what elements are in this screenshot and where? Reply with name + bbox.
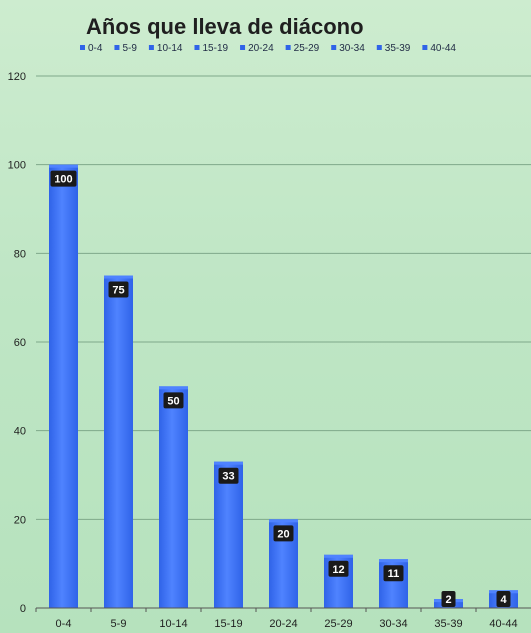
bar-15-19 bbox=[214, 461, 243, 608]
bars: 100 75 50 33 20 12 11 2 4 bbox=[49, 164, 518, 608]
data-label-box bbox=[328, 560, 349, 577]
legend-entry: 15-19 bbox=[202, 43, 228, 54]
data-label: 50 bbox=[167, 395, 179, 407]
y-tick-label: 40 bbox=[14, 426, 26, 438]
legend-entry: 10-14 bbox=[157, 43, 183, 54]
legend-entry: 0-4 bbox=[88, 43, 103, 54]
x-tick-label: 30-34 bbox=[379, 618, 407, 630]
x-axis-ticks: 0-4 5-9 10-14 15-19 20-24 25-29 30-34 35-39 40-4… bbox=[35, 608, 518, 630]
y-tick-label: 100 bbox=[8, 160, 26, 172]
y-axis-ticks: 0 20 40 60 80 100 120 bbox=[8, 71, 26, 615]
bar-cap bbox=[269, 519, 298, 523]
legend-entry: 5-9 bbox=[122, 43, 137, 54]
x-tick-label: 15-19 bbox=[214, 618, 242, 630]
legend-entry: 25-29 bbox=[294, 43, 320, 54]
y-tick-label: 120 bbox=[8, 71, 26, 83]
data-label-box bbox=[163, 392, 184, 409]
legend-swatch bbox=[285, 45, 291, 50]
data-label: 12 bbox=[332, 564, 344, 576]
data-label: 33 bbox=[222, 471, 234, 483]
x-tick-label: 5-9 bbox=[111, 618, 127, 630]
data-label-box bbox=[50, 170, 77, 187]
data-label: 75 bbox=[112, 285, 124, 297]
data-label-box bbox=[108, 281, 129, 298]
legend-swatch bbox=[331, 45, 337, 50]
data-label-box bbox=[441, 591, 456, 607]
legend-swatch bbox=[114, 45, 120, 50]
legend-swatch bbox=[422, 45, 428, 50]
data-label-box bbox=[496, 591, 511, 607]
x-tick-label: 20-24 bbox=[269, 618, 297, 630]
bar-0-4 bbox=[49, 164, 78, 608]
data-label-box bbox=[383, 565, 404, 582]
data-label: 4 bbox=[500, 594, 507, 606]
bar-10-14 bbox=[159, 386, 188, 608]
data-label-box bbox=[218, 467, 239, 484]
y-tick-label: 80 bbox=[14, 248, 26, 260]
data-label: 2 bbox=[445, 594, 451, 606]
bar-cap bbox=[159, 386, 188, 390]
data-label: 100 bbox=[54, 174, 72, 186]
legend-swatch bbox=[148, 45, 154, 50]
bar-cap bbox=[214, 461, 243, 465]
bar-cap bbox=[379, 559, 408, 563]
x-tick-label: 10-14 bbox=[159, 618, 187, 630]
data-label: 11 bbox=[388, 568, 400, 580]
legend-entry: 40-44 bbox=[430, 43, 456, 54]
y-tick-label: 60 bbox=[14, 337, 26, 349]
bar-cap bbox=[104, 275, 133, 279]
chart-title: Años que lleva de diácono bbox=[86, 14, 364, 39]
legend-swatch bbox=[240, 45, 246, 50]
legend-swatch bbox=[80, 45, 85, 50]
x-tick-label: 25-29 bbox=[324, 618, 352, 630]
data-label-box bbox=[273, 525, 294, 542]
data-label: 20 bbox=[277, 528, 289, 540]
y-tick-label: 0 bbox=[20, 603, 26, 615]
legend-swatch bbox=[376, 45, 382, 50]
legend-entry: 35-39 bbox=[385, 43, 411, 54]
y-tick-label: 20 bbox=[14, 514, 26, 526]
bar-cap bbox=[49, 164, 78, 168]
legend: 0-4 5-9 10-14 15-19 20-24 25-29 30-34 35-39 40-4… bbox=[80, 43, 456, 54]
x-tick-label: 35-39 bbox=[434, 618, 462, 630]
bar-cap bbox=[324, 554, 353, 558]
legend-entry: 30-34 bbox=[339, 43, 365, 54]
legend-entry: 20-24 bbox=[248, 43, 274, 54]
x-tick-label: 0-4 bbox=[56, 618, 72, 630]
legend-swatch bbox=[194, 45, 200, 50]
x-tick-label: 40-44 bbox=[489, 618, 517, 630]
bar-5-9 bbox=[104, 275, 133, 608]
